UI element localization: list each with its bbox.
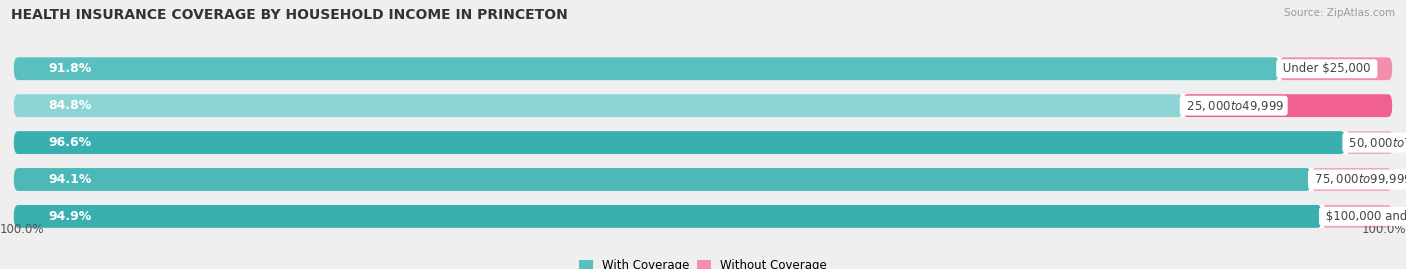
- Text: 94.1%: 94.1%: [48, 173, 91, 186]
- FancyBboxPatch shape: [1182, 94, 1392, 117]
- FancyBboxPatch shape: [14, 205, 1322, 228]
- Legend: With Coverage, Without Coverage: With Coverage, Without Coverage: [579, 259, 827, 269]
- Text: Under $25,000: Under $25,000: [1279, 62, 1375, 75]
- Text: 100.0%: 100.0%: [0, 223, 45, 236]
- Text: $75,000 to $99,999: $75,000 to $99,999: [1310, 172, 1406, 186]
- Text: 94.9%: 94.9%: [48, 210, 91, 223]
- FancyBboxPatch shape: [14, 168, 1310, 191]
- FancyBboxPatch shape: [14, 205, 1392, 228]
- FancyBboxPatch shape: [14, 94, 1182, 117]
- Text: 96.6%: 96.6%: [48, 136, 91, 149]
- Text: $50,000 to $74,999: $50,000 to $74,999: [1346, 136, 1406, 150]
- Text: 100.0%: 100.0%: [1361, 223, 1406, 236]
- FancyBboxPatch shape: [14, 57, 1392, 80]
- FancyBboxPatch shape: [1346, 131, 1393, 154]
- Text: 84.8%: 84.8%: [48, 99, 91, 112]
- FancyBboxPatch shape: [1310, 168, 1392, 191]
- Text: Source: ZipAtlas.com: Source: ZipAtlas.com: [1284, 8, 1395, 18]
- FancyBboxPatch shape: [1279, 57, 1392, 80]
- FancyBboxPatch shape: [14, 131, 1346, 154]
- FancyBboxPatch shape: [14, 131, 1392, 154]
- Text: HEALTH INSURANCE COVERAGE BY HOUSEHOLD INCOME IN PRINCETON: HEALTH INSURANCE COVERAGE BY HOUSEHOLD I…: [11, 8, 568, 22]
- FancyBboxPatch shape: [1322, 205, 1392, 228]
- Text: $25,000 to $49,999: $25,000 to $49,999: [1182, 99, 1285, 113]
- FancyBboxPatch shape: [14, 94, 1392, 117]
- FancyBboxPatch shape: [14, 168, 1392, 191]
- Text: $100,000 and over: $100,000 and over: [1322, 210, 1406, 223]
- FancyBboxPatch shape: [14, 57, 1279, 80]
- Text: 91.8%: 91.8%: [48, 62, 91, 75]
